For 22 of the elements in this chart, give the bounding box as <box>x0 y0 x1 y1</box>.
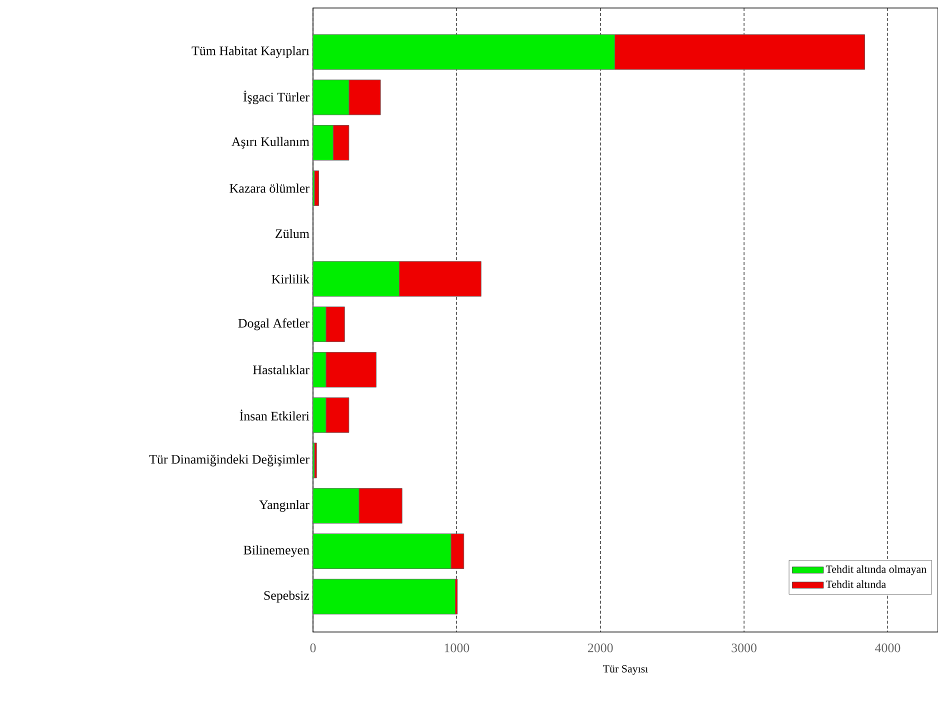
x-tick-label: 3000 <box>732 644 756 652</box>
y-tick-label: Tür Dinamiğindeki Değişimler <box>149 454 310 466</box>
y-tick-label: Aşırı Kullanım <box>232 136 310 149</box>
y-tick-label: Tüm Habitat Kayıpları <box>192 46 310 58</box>
x-axis-title: Tür Sayısı <box>603 665 648 675</box>
y-tick-label: Sepebsiz <box>264 590 310 602</box>
y-tick-label: Dogal Afetler <box>238 318 310 330</box>
y-tick-label: Hastalıklar <box>253 365 310 374</box>
x-tick-label: 1000 <box>444 644 470 652</box>
x-tick-label: 0 <box>310 644 316 652</box>
y-tick-label: Zülum <box>276 228 310 238</box>
x-tick-label: 2000 <box>588 644 613 652</box>
y-tick-label: Kazara ölümler <box>230 184 310 193</box>
legend-label: Tehdit altında olmayan <box>826 565 926 576</box>
y-tick-label: Kirlilik <box>272 274 310 284</box>
y-tick-label: İşgaci Türler <box>243 90 310 104</box>
y-tick-label: Bilinemeyen <box>244 545 310 558</box>
legend-label: Tehdit altında <box>826 580 886 588</box>
bar <box>313 578 456 614</box>
y-tick-label: Yangınlar <box>259 500 310 512</box>
x-tick-label: 4000 <box>875 644 900 652</box>
y-tick-label: İnsan Etkileri <box>240 410 310 420</box>
